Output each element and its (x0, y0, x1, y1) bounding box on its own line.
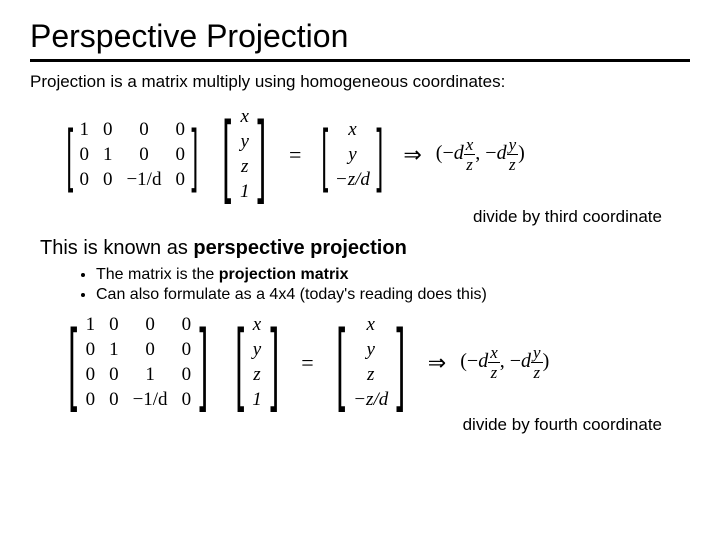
arrow-1: ⇒ (399, 142, 425, 168)
equation-3x4: [ 1000 0100 00−1/d0 ] [ x y z 1 ] = [ x … (60, 106, 690, 203)
result-tuple-1: (−dxz, −dyz) (436, 136, 525, 173)
bullet-1: The matrix is the projection matrix (96, 266, 690, 284)
vector-xyz1-b: [ x y z 1 ] (227, 314, 288, 411)
result-vec3: [ x y −z/d ] (315, 119, 389, 191)
matrix-3x4-body: 1000 0100 00−1/d0 (79, 119, 185, 191)
matrix-4x4-body: 1000 0100 0010 00−1/d0 (86, 314, 192, 411)
slide-title: Perspective Projection (30, 18, 690, 55)
matrix-3x4: [ 1000 0100 00−1/d0 ] (60, 119, 204, 191)
result-tuple-2: (−dxz, −dyz) (460, 344, 549, 381)
vector-xyz1-a: [ x y z 1 ] (214, 106, 275, 203)
equals-2: = (297, 350, 317, 376)
caption-divide-fourth: divide by fourth coordinate (30, 415, 662, 435)
bullet-2: Can also formulate as a 4x4 (today's rea… (96, 286, 690, 304)
bullet-list: The matrix is the projection matrix Can … (30, 266, 690, 304)
result-vec4: [ x y z −z/d ] (328, 314, 414, 411)
equals-1: = (285, 142, 305, 168)
matrix-4x4: [ 1000 0100 0010 00−1/d0 ] (60, 314, 217, 411)
equation-4x4: [ 1000 0100 0010 00−1/d0 ] [ x y z 1 ] =… (60, 314, 690, 411)
caption-divide-third: divide by third coordinate (30, 207, 662, 227)
title-rule (30, 59, 690, 62)
subtitle: Projection is a matrix multiply using ho… (30, 72, 690, 92)
arrow-2: ⇒ (424, 350, 450, 376)
known-as-line: This is known as perspective projection (40, 237, 690, 260)
